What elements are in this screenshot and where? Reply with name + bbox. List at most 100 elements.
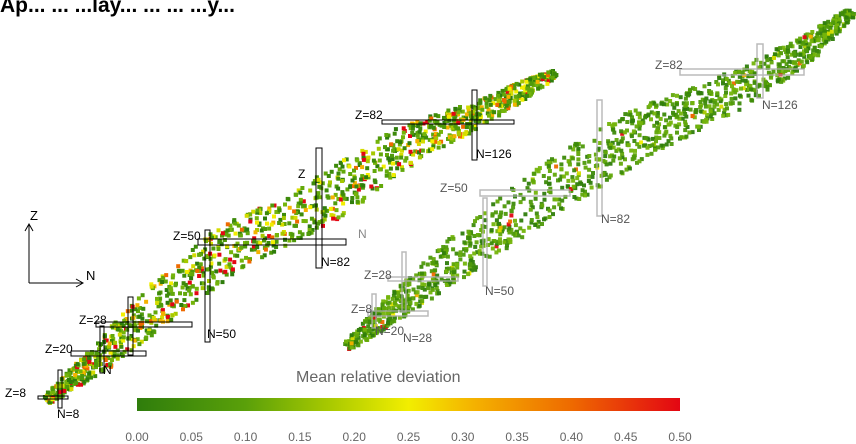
nuclide-cell [330, 195, 335, 200]
nuclide-cell [258, 211, 263, 215]
nuclide-cell [471, 263, 476, 268]
nuclide-cell [81, 359, 86, 364]
nuclide-cell [678, 95, 683, 100]
nuclide-cell [629, 119, 634, 124]
nuclide-cell [441, 245, 446, 249]
nuclide-cell [668, 120, 673, 125]
nuclide-cell [242, 228, 247, 233]
nuclide-cell [53, 392, 58, 397]
nuclide-cell [381, 164, 386, 169]
nuclide-cell [460, 134, 465, 139]
nuclide-cell [405, 281, 410, 285]
nuclide-cell [352, 176, 357, 181]
nuclide-cell [136, 309, 140, 314]
nuclide-cell [721, 78, 725, 83]
nuclide-cell [153, 310, 158, 315]
nuclide-cell [801, 52, 806, 57]
nuclide-cell [226, 233, 231, 238]
nuclide-cell [633, 108, 638, 113]
nuclide-cell [556, 178, 560, 183]
nuclide-cell [688, 107, 693, 112]
nuclide-cell [612, 154, 617, 159]
nuclide-cell [766, 70, 771, 75]
nuclide-cell [317, 195, 322, 200]
nuclide-cell [442, 121, 447, 125]
nuclide-cell [785, 51, 790, 56]
nuclide-cell [547, 208, 552, 213]
nuclide-cell [411, 123, 416, 128]
nuclide-cell [520, 235, 525, 240]
nuclide-cell [209, 241, 213, 246]
nuclide-cell [434, 132, 438, 136]
nuclide-cell [239, 245, 244, 250]
nuclide-cell [220, 233, 224, 238]
nuclide-cell [350, 196, 355, 200]
nuclide-cell [287, 221, 292, 226]
nuclide-cell [510, 186, 514, 191]
nuclide-cell [779, 51, 783, 56]
nuclide-cell [445, 261, 449, 266]
nuclide-cell [528, 199, 533, 204]
nuclide-cell [360, 174, 365, 179]
nuclide-cell [194, 297, 199, 302]
nuclide-cell [664, 118, 669, 123]
nuclide-cell [764, 55, 769, 60]
nuclide-cell [484, 101, 489, 106]
nuclide-cell [108, 350, 113, 355]
nuclide-cell [705, 113, 710, 117]
nuclide-cell [252, 239, 257, 244]
nuclide-cell [827, 25, 832, 30]
nuclide-cell [549, 78, 554, 83]
nuclide-cell [297, 230, 302, 235]
nuclide-cell [255, 240, 260, 245]
nuclide-cell [368, 320, 372, 324]
nuclide-cell [763, 80, 768, 85]
nuclide-cell [545, 81, 550, 86]
nuclide-cell [390, 157, 395, 161]
nuclide-cell [497, 228, 502, 233]
nuclide-cell [649, 101, 654, 106]
nuclide-cell [527, 91, 532, 96]
nuclide-cell [536, 224, 541, 229]
nuclide-cell [472, 114, 477, 119]
nuclide-cell [283, 202, 287, 207]
nuclide-cell [778, 46, 783, 51]
nuclide-cell [619, 170, 624, 175]
nuclide-cell [752, 71, 757, 76]
nuclide-cell [380, 320, 385, 324]
nuclide-cell [684, 134, 689, 139]
nuclide-cell [161, 275, 166, 280]
nuclide-cell [456, 126, 461, 131]
nuclide-cell [379, 329, 384, 333]
nuclide-cell [407, 297, 412, 302]
nuclide-cell [610, 140, 615, 145]
nuclide-cell [462, 240, 467, 245]
nuclide-cell [656, 126, 661, 131]
nuclide-cell [818, 27, 823, 32]
nuclide-cell [654, 139, 658, 144]
nuclide-cell [588, 180, 593, 185]
nuclide-cell [535, 79, 540, 84]
nuclide-cell [395, 139, 400, 144]
nuclide-cell [187, 280, 192, 285]
nuclide-cell [190, 300, 195, 305]
nuclide-cell [616, 147, 621, 152]
nuclide-cell [702, 110, 707, 115]
nuclide-cell [298, 235, 303, 240]
nuclide-cell [620, 136, 625, 141]
nuclide-cell [214, 269, 219, 274]
nuclide-cell [73, 373, 78, 377]
nuclide-cell [468, 262, 473, 267]
nuclide-cell [211, 246, 216, 251]
nuclide-cell [635, 160, 639, 165]
nuclide-cell [662, 133, 667, 138]
nuclide-cell [388, 160, 392, 165]
nuclide-cell [258, 241, 263, 246]
nuclide-cell [451, 111, 456, 116]
nuclide-cell [205, 254, 210, 259]
nuclide-cell [508, 240, 513, 244]
nuclide-cell [681, 101, 686, 106]
nuclide-cell [201, 273, 206, 278]
nuclide-cell [499, 108, 504, 113]
nuclide-cell [604, 177, 609, 182]
